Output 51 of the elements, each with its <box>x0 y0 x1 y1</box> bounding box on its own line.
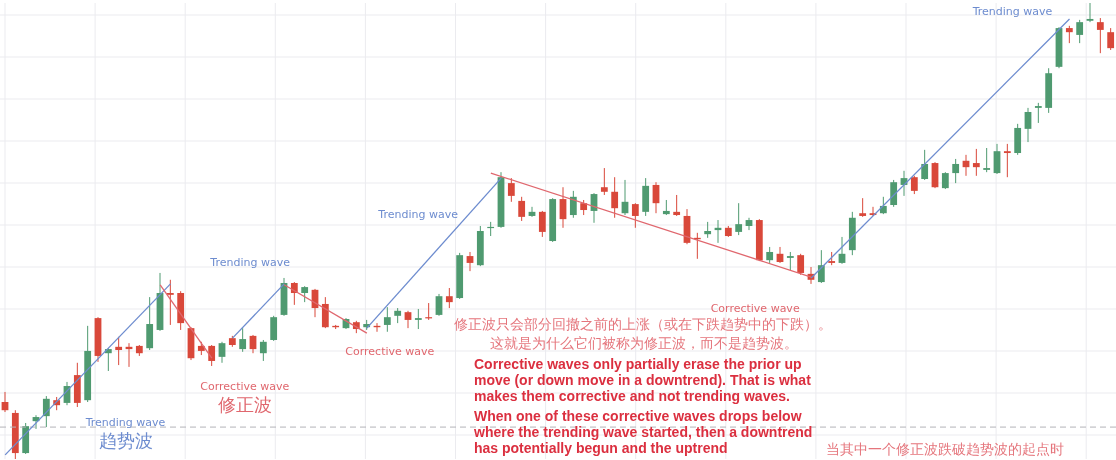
candlestick <box>383 306 391 333</box>
candlestick <box>1096 17 1104 54</box>
candlestick <box>817 249 825 284</box>
candlestick <box>1003 143 1011 178</box>
candlestick <box>611 176 619 219</box>
candlestick <box>921 149 929 181</box>
candlestick <box>797 253 805 276</box>
candlestick <box>735 202 743 236</box>
candlestick <box>1086 3 1094 23</box>
candlestick <box>435 293 443 317</box>
candlestick <box>259 339 267 362</box>
annotation: 这就是为什么它们被称为修正波，而不是趋势波。 <box>490 334 799 353</box>
candlestick <box>208 344 216 367</box>
candlestick <box>983 147 991 173</box>
candlestick <box>786 251 794 271</box>
candlestick <box>166 279 174 326</box>
candlestick <box>952 158 960 184</box>
candlestick <box>1076 19 1084 44</box>
candlestick <box>518 196 526 222</box>
candlestick <box>890 179 898 208</box>
candlestick <box>404 310 412 329</box>
annotation: Corrective waves only partially erase the prior up move (or down move in a downtrend). That is what makes them corrective and not trending waves. <box>474 356 812 404</box>
candlestick <box>569 190 577 219</box>
candlestick <box>631 202 639 229</box>
candlestick <box>414 308 422 330</box>
annotation: 修正波只会部分回撤之前的上涨（或在下跌趋势中的下跌）。 <box>454 315 833 334</box>
candlestick <box>321 296 329 329</box>
candlestick <box>673 194 681 217</box>
annotation: 当其中一个修正波跌破趋势波的起点时 <box>826 440 1065 459</box>
candlestick <box>218 341 226 364</box>
candlestick <box>859 197 867 218</box>
series-label: Trending wave 趋势波 <box>84 415 166 451</box>
candlestick <box>239 327 247 353</box>
candlestick <box>1107 27 1115 51</box>
series-label: Trending wave <box>377 208 459 222</box>
candlestick <box>115 336 123 366</box>
candlestick <box>1034 102 1042 124</box>
candlestick <box>270 315 278 342</box>
candlestick <box>972 148 980 177</box>
candlestick <box>507 177 515 203</box>
candlestick <box>600 167 608 196</box>
series-label: Trending wave <box>971 4 1053 18</box>
candlestick <box>910 175 918 195</box>
series-label: Corrective wave <box>345 345 435 359</box>
series-label: Trending wave <box>209 255 291 269</box>
candlestick <box>445 287 453 309</box>
series-label: Corrective wave 修正波 <box>200 380 290 416</box>
candlestick <box>745 217 753 231</box>
candlestick <box>538 210 546 238</box>
text: Corrective wave <box>710 302 800 316</box>
annotation: When one of these corrective waves drops below where the trending wave started, then a downtrend has potentially begun and the uptrend <box>474 408 813 456</box>
